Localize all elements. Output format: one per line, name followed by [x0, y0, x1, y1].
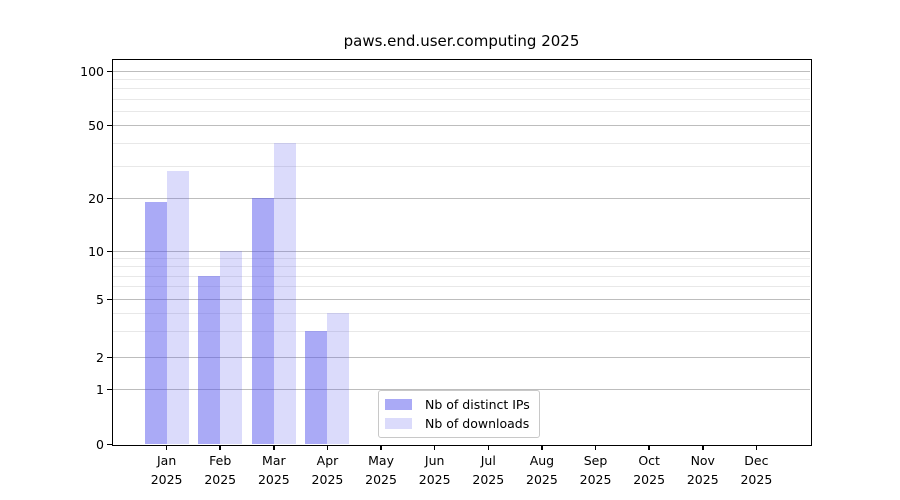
x-tick-label: Aug 2025: [526, 451, 558, 489]
x-tick-label-year: 2025: [150, 472, 183, 487]
x-tick-label: Mar 2025: [258, 451, 290, 489]
y-tick-label: 100: [80, 63, 104, 79]
y-tick-label: 2: [96, 349, 104, 365]
x-tick-mark: [273, 445, 275, 450]
x-tick-label-month: Jul: [480, 453, 496, 468]
x-tick-label: Nov 2025: [687, 451, 719, 489]
x-tick-mark: [702, 445, 704, 450]
x-tick-mark: [648, 445, 650, 450]
x-tick-label-year: 2025: [418, 472, 451, 487]
x-tick-label-year: 2025: [740, 472, 773, 487]
x-tick-label-month: Mar: [262, 453, 286, 468]
y-tick-mark: [107, 443, 112, 445]
x-tick-mark: [755, 445, 758, 450]
y-tick-label: 5: [96, 291, 104, 307]
x-tick-label: Dec 2025: [740, 451, 772, 489]
y-tick-mark: [107, 250, 112, 252]
y-tick-mark: [107, 70, 112, 72]
x-tick-mark: [541, 445, 543, 450]
x-tick-mark: [433, 445, 436, 450]
x-tick-label-year: 2025: [526, 472, 558, 487]
y-tick-mark: [107, 388, 112, 390]
x-tick-label-month: Sep: [583, 453, 608, 468]
plot-area: [111, 58, 812, 446]
y-tick-mark: [107, 356, 112, 358]
x-tick-label-year: 2025: [472, 472, 505, 487]
legend-label-distinct-ips: Nb of distinct IPs: [425, 397, 530, 413]
legend-item-distinct-ips: Nb of distinct IPs: [385, 396, 530, 414]
x-tick-label-year: 2025: [311, 472, 344, 487]
y-tick-mark: [107, 197, 112, 199]
legend-item-downloads: Nb of downloads: [385, 415, 530, 433]
x-tick-label-month: Oct: [638, 453, 660, 468]
x-tick-label-year: 2025: [204, 472, 237, 487]
legend-swatch-distinct-ips: [385, 399, 412, 411]
x-tick-label: Feb 2025: [204, 451, 236, 489]
x-tick-label: Apr 2025: [312, 451, 344, 489]
x-tick-label-year: 2025: [579, 472, 612, 487]
x-tick-label-month: Feb: [209, 453, 232, 468]
y-tick-label: 10: [88, 243, 104, 259]
x-tick-label-month: Aug: [529, 453, 555, 468]
x-tick-label: Oct 2025: [633, 451, 665, 489]
legend: Nb of distinct IPs Nb of downloads: [378, 390, 540, 438]
x-tick-label-year: 2025: [686, 472, 719, 487]
y-tick-mark: [107, 298, 112, 300]
x-tick-mark: [380, 445, 382, 450]
x-tick-label-month: Jun: [424, 453, 445, 468]
x-tick-mark: [165, 445, 168, 450]
y-tick-label: 20: [88, 190, 104, 206]
x-tick-label: Jan 2025: [151, 451, 183, 489]
x-tick-label-month: Jan: [156, 453, 177, 468]
y-tick-label: 0: [96, 436, 104, 452]
y-tick-label: 50: [88, 117, 104, 133]
x-tick-label: Sep 2025: [580, 451, 612, 489]
x-tick-label-month: Nov: [690, 453, 715, 468]
x-tick-label: May 2025: [365, 451, 397, 489]
x-tick-label-year: 2025: [633, 472, 666, 487]
x-tick-label-year: 2025: [257, 472, 290, 487]
x-tick-mark: [594, 445, 597, 450]
y-tick-mark: [107, 124, 112, 126]
x-tick-label-year: 2025: [365, 472, 397, 487]
legend-label-downloads: Nb of downloads: [425, 415, 530, 431]
x-tick-mark: [487, 445, 490, 450]
y-tick-label: 1: [96, 381, 104, 397]
x-tick-label: Jun 2025: [419, 451, 451, 489]
x-tick-label: Jul 2025: [472, 451, 504, 489]
x-tick-label-month: Apr: [316, 453, 339, 468]
x-tick-mark: [326, 445, 329, 450]
x-tick-mark: [219, 445, 221, 450]
x-tick-label-month: May: [368, 453, 394, 468]
legend-swatch-downloads: [385, 417, 412, 429]
x-tick-label-month: Dec: [744, 453, 769, 468]
chart-title: paws.end.user.computing 2025: [343, 32, 580, 50]
